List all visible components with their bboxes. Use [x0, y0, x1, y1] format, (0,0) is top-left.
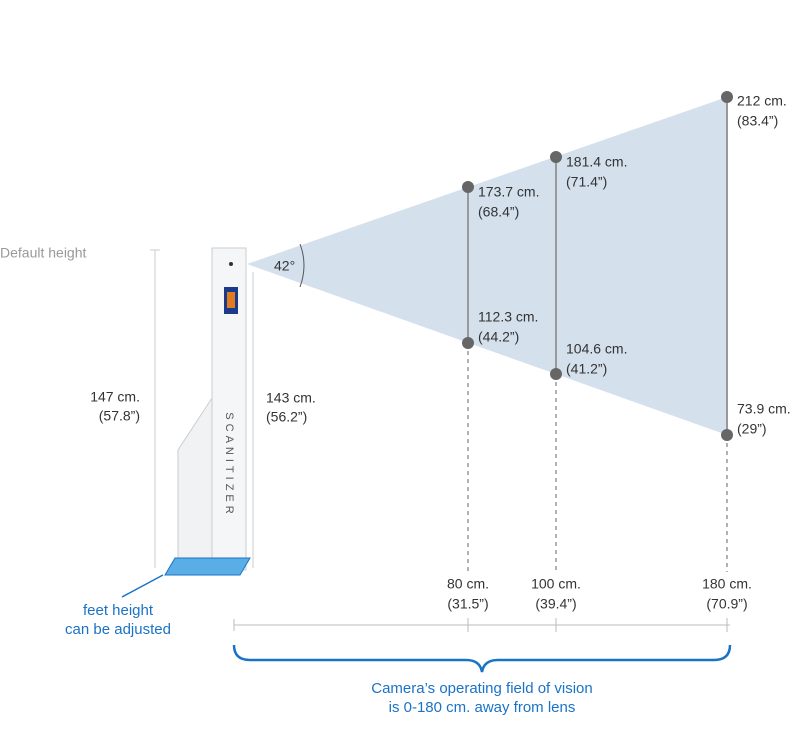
distance-label: 100 cm.	[531, 576, 581, 592]
device-screen-image	[227, 292, 235, 308]
total-height: (57.8”)	[99, 408, 140, 424]
distance-label: (70.9”)	[706, 596, 747, 612]
range-brace	[232, 644, 732, 673]
caption: is 0-180 cm. away from lens	[389, 699, 576, 716]
feet-note: feet height	[83, 602, 154, 619]
device-name: SCANITIZER	[223, 412, 235, 517]
lens-height: 143 cm.	[266, 390, 316, 406]
distance-label: 80 cm.	[447, 576, 489, 592]
point	[462, 181, 474, 193]
angle-label: 42°	[274, 258, 295, 274]
distance-label: 180 cm.	[702, 576, 752, 592]
point	[721, 91, 733, 103]
distance-label: (31.5”)	[447, 596, 488, 612]
field-of-view-cone	[247, 97, 727, 435]
point	[462, 337, 474, 349]
bottom-height: 112.3 cm.	[478, 309, 538, 325]
bottom-height: (44.2”)	[478, 329, 519, 345]
default-height-label: Default height	[0, 245, 87, 261]
lens	[229, 262, 233, 266]
top-height: (68.4”)	[478, 204, 519, 220]
top-height: 181.4 cm.	[566, 154, 627, 170]
bottom-height: 73.9 cm.	[737, 401, 791, 417]
angle-arc	[299, 243, 305, 288]
top-height: 173.7 cm.	[478, 184, 539, 200]
bottom-height: (41.2”)	[566, 361, 607, 377]
top-height: 212 cm.	[737, 93, 787, 109]
top-height: (83.4”)	[737, 113, 778, 129]
device-side	[177, 396, 213, 571]
caption: Camera’s operating field of vision	[371, 680, 593, 697]
lens-height: (56.2”)	[266, 409, 307, 425]
feet-arrow	[121, 574, 164, 598]
feet-note: can be adjusted	[65, 621, 171, 638]
point	[721, 429, 733, 441]
distance-label: (39.4”)	[535, 596, 576, 612]
top-height: (71.4”)	[566, 174, 607, 190]
point	[550, 368, 562, 380]
device-base	[164, 557, 251, 576]
point	[550, 151, 562, 163]
total-height: 147 cm.	[90, 389, 140, 405]
bottom-height: (29”)	[737, 421, 767, 437]
bottom-height: 104.6 cm.	[566, 341, 627, 357]
